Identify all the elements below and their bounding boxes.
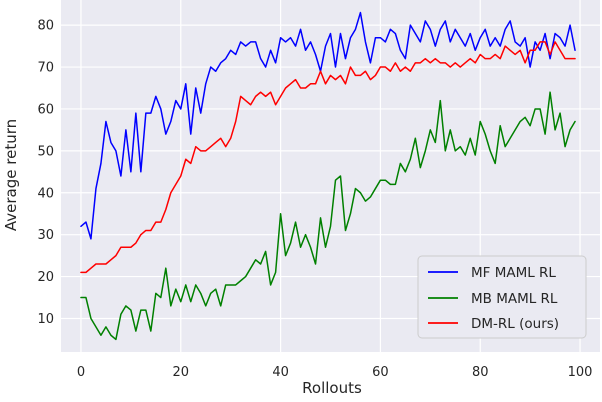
y-tick-labels: 10 20 30 40 50 60 70 80: [37, 19, 54, 327]
y-axis-label: Average return: [2, 119, 20, 231]
y-tick-label: 80: [37, 19, 54, 34]
series-line-mb-maml-rl: [80, 91, 576, 341]
x-tick-label: 100: [568, 365, 593, 380]
y-tick-label: 70: [37, 61, 54, 76]
legend: MF MAML RL MB MAML RL DM-RL (ours): [417, 255, 587, 339]
y-tick-label: 40: [37, 186, 54, 201]
y-tick-label: 50: [37, 144, 54, 159]
x-tick-labels: 0 20 40 60 80 100: [77, 365, 593, 380]
x-tick-label: 0: [77, 365, 85, 380]
legend-label-mb-maml-rl: MB MAML RL: [471, 291, 558, 307]
y-tick-label: 30: [37, 228, 54, 243]
x-tick-label: 40: [272, 365, 289, 380]
y-tick-label: 10: [37, 312, 54, 327]
legend-box: [417, 255, 587, 339]
legend-label-mf-maml-rl: MF MAML RL: [471, 265, 556, 281]
series-line-dm-rl-ours: [80, 41, 576, 274]
x-axis-label: Rollouts: [302, 379, 362, 397]
x-tick-label: 20: [173, 365, 190, 380]
legend-label-dm-rl: DM-RL (ours): [471, 316, 559, 332]
x-tick-label: 80: [472, 365, 489, 380]
y-tick-label: 60: [37, 102, 54, 117]
x-tick-label: 60: [372, 365, 389, 380]
y-tick-label: 20: [37, 270, 54, 285]
series-line-mf-maml-rl: [80, 11, 576, 240]
series-lines: [80, 11, 576, 341]
